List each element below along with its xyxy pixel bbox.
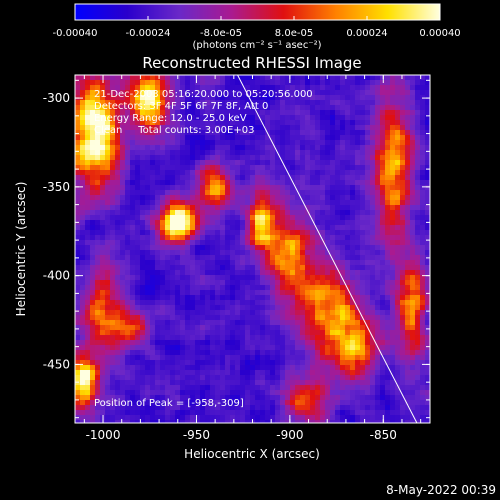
y-tick-label: -300 (43, 91, 70, 105)
y-axis-ticks: -300 -350 -400 -450 (43, 79, 430, 419)
colorbar-tick-label: 8.0e-05 (275, 28, 313, 39)
x-axis-ticks: -1000 -950 -900 -850 (83, 75, 422, 442)
x-axis-title: Heliocentric X (arcsec) (184, 447, 320, 461)
annotation-energy-range: Energy Range: 12.0 - 25.0 keV (94, 113, 247, 124)
y-axis-title: Heliocentric Y (arcsec) (14, 182, 28, 317)
colorbar-tick-label: -0.00024 (126, 28, 171, 39)
x-tick-label: -850 (370, 428, 397, 442)
colorbar-tick-label: -8.0e-05 (200, 28, 242, 39)
x-tick-label: -950 (183, 428, 210, 442)
colorbar-ticks: -0.00040 -0.00024 -8.0e-05 8.0e-05 0.00024 0.… (53, 16, 461, 39)
heatmap-area (75, 75, 430, 423)
colorbar-gradient (74, 3, 441, 21)
plot-title: Reconstructed RHESSI Image (142, 54, 361, 72)
annotation-time-range: 21-Dec-2003 05:16:20.000 to 05:20:56.000 (94, 89, 313, 100)
solar-limb-line (237, 74, 418, 424)
annotation-detectors: Detectors: 3F 4F 5F 6F 7F 8F, Att 0 (94, 101, 268, 112)
colorbar-tick-label: 0.00040 (419, 28, 460, 39)
y-tick-label: -350 (43, 180, 70, 194)
info-annotations: 21-Dec-2003 05:16:20.000 to 05:20:56.000… (94, 89, 313, 136)
x-tick-label: -1000 (86, 428, 121, 442)
colorbar-unit-label: (photons cm⁻² s⁻¹ asec⁻²) (192, 40, 321, 51)
peak-position-label: Position of Peak = [-958,-309] (94, 398, 244, 409)
footer-timestamp: 8-May-2022 00:39 (386, 483, 496, 497)
y-tick-label: -400 (43, 269, 70, 283)
annotation-clean-counts: Clean Total counts: 3.00E+03 (94, 125, 254, 136)
colorbar-tick-label: -0.00040 (53, 28, 98, 39)
colorbar: -0.00040 -0.00024 -8.0e-05 8.0e-05 0.00024 0.… (53, 3, 461, 51)
x-tick-label: -900 (276, 428, 303, 442)
colorbar-tick-label: 0.00024 (346, 28, 387, 39)
y-tick-label: -450 (43, 357, 70, 371)
